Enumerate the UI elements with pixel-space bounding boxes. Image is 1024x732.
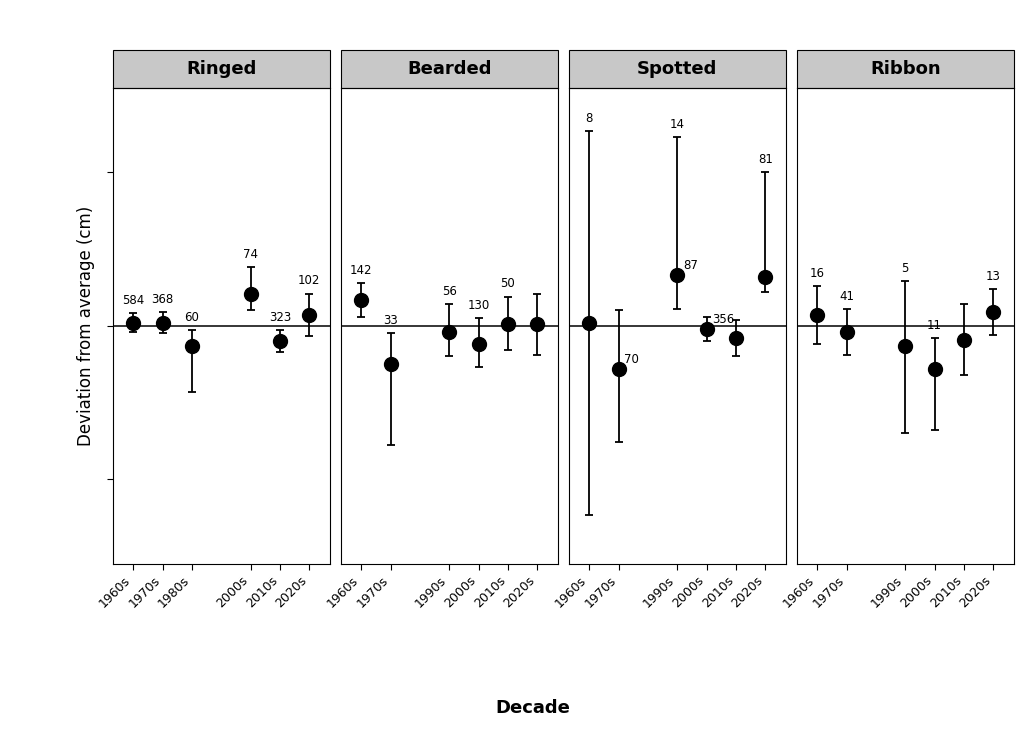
Text: Ringed: Ringed [186, 60, 256, 78]
Text: 81: 81 [758, 153, 773, 166]
FancyBboxPatch shape [113, 50, 330, 88]
Text: 50: 50 [501, 277, 515, 291]
Text: 584: 584 [122, 294, 144, 307]
Text: 56: 56 [441, 285, 457, 298]
FancyBboxPatch shape [568, 50, 785, 88]
Text: Spotted: Spotted [637, 60, 718, 78]
Text: 368: 368 [152, 293, 174, 306]
Text: Bearded: Bearded [407, 60, 492, 78]
Text: 33: 33 [383, 314, 398, 327]
Text: 11: 11 [927, 319, 942, 332]
Text: 74: 74 [243, 248, 258, 261]
Text: 5: 5 [901, 262, 909, 275]
FancyBboxPatch shape [341, 50, 558, 88]
FancyBboxPatch shape [797, 50, 1014, 88]
Text: Decade: Decade [495, 699, 570, 717]
Text: 356: 356 [713, 313, 734, 326]
Text: 142: 142 [350, 264, 373, 277]
Text: 87: 87 [683, 259, 698, 272]
Text: 102: 102 [298, 274, 321, 288]
Text: 16: 16 [810, 266, 824, 280]
Text: 130: 130 [467, 299, 489, 312]
Text: 13: 13 [986, 270, 1000, 283]
Text: 70: 70 [625, 353, 639, 366]
Text: 14: 14 [670, 118, 685, 131]
Y-axis label: Deviation from average (cm): Deviation from average (cm) [77, 206, 95, 446]
Text: Ribbon: Ribbon [869, 60, 940, 78]
Text: 60: 60 [184, 311, 200, 324]
Text: 8: 8 [586, 112, 593, 124]
Text: 323: 323 [268, 311, 291, 324]
Text: 41: 41 [839, 290, 854, 303]
